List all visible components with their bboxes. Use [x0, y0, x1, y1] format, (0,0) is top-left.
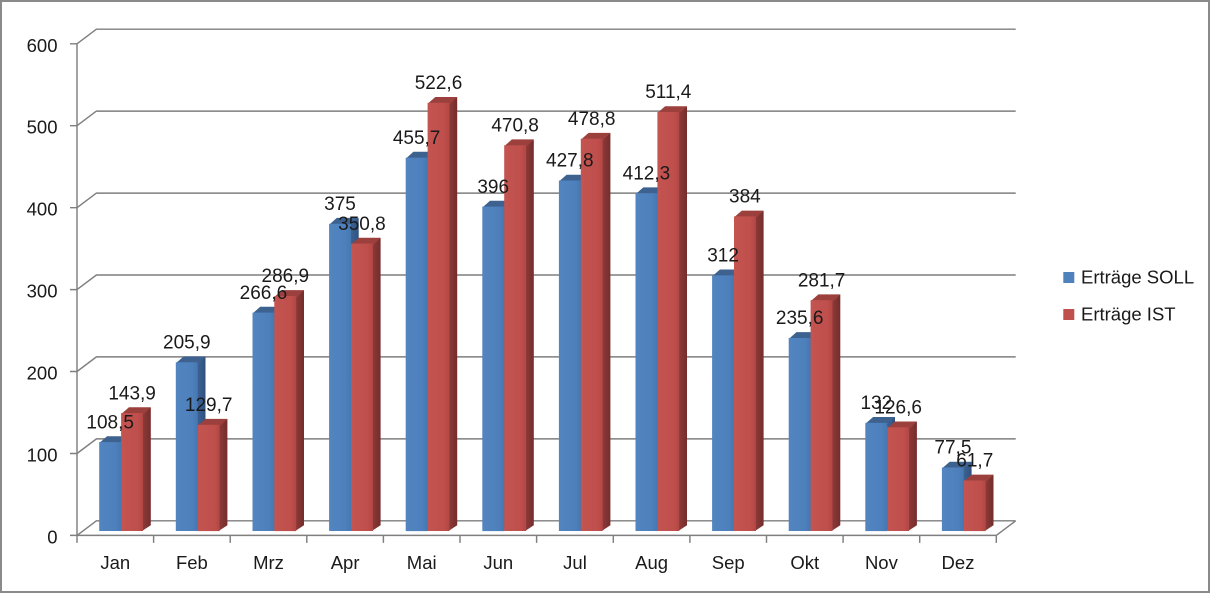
svg-text:396: 396 — [477, 177, 509, 198]
svg-text:126,6: 126,6 — [874, 398, 922, 419]
svg-text:427,8: 427,8 — [546, 151, 594, 172]
svg-text:132: 132 — [860, 393, 892, 414]
svg-text:0: 0 — [47, 526, 57, 547]
svg-text:281,7: 281,7 — [798, 270, 846, 291]
svg-text:200: 200 — [27, 363, 58, 384]
svg-text:312: 312 — [707, 246, 739, 267]
svg-text:375: 375 — [324, 194, 356, 215]
svg-text:500: 500 — [27, 117, 58, 138]
svg-text:286,9: 286,9 — [262, 266, 310, 287]
svg-text:Erträge SOLL: Erträge SOLL — [1081, 267, 1194, 288]
svg-text:Okt: Okt — [790, 552, 819, 573]
svg-text:Jan: Jan — [100, 552, 130, 573]
svg-text:108,5: 108,5 — [86, 412, 134, 433]
svg-text:455,7: 455,7 — [393, 128, 441, 149]
svg-text:Dez: Dez — [942, 552, 975, 573]
svg-text:600: 600 — [27, 35, 58, 56]
svg-text:Mrz: Mrz — [253, 552, 284, 573]
svg-text:400: 400 — [27, 199, 58, 220]
svg-text:77,5: 77,5 — [934, 438, 971, 459]
svg-text:470,8: 470,8 — [491, 116, 539, 137]
svg-text:61,7: 61,7 — [956, 451, 993, 472]
svg-text:300: 300 — [27, 281, 58, 302]
svg-text:Sep: Sep — [712, 552, 745, 573]
svg-text:Erträge IST: Erträge IST — [1081, 304, 1176, 325]
svg-text:Nov: Nov — [865, 552, 899, 573]
svg-text:384: 384 — [729, 187, 761, 208]
svg-text:100: 100 — [27, 445, 58, 466]
svg-text:Jun: Jun — [483, 552, 513, 573]
svg-text:Apr: Apr — [331, 552, 360, 573]
svg-text:Jul: Jul — [563, 552, 587, 573]
svg-text:Mai: Mai — [407, 552, 437, 573]
svg-text:350,8: 350,8 — [338, 214, 386, 235]
svg-text:266,6: 266,6 — [240, 283, 288, 304]
svg-text:129,7: 129,7 — [185, 395, 233, 416]
svg-text:478,8: 478,8 — [568, 109, 616, 130]
svg-text:205,9: 205,9 — [163, 333, 211, 354]
svg-text:511,4: 511,4 — [645, 82, 692, 103]
svg-text:522,6: 522,6 — [415, 73, 463, 94]
svg-text:235,6: 235,6 — [776, 308, 824, 329]
svg-text:Aug: Aug — [635, 552, 668, 573]
svg-text:Feb: Feb — [176, 552, 208, 573]
svg-text:412,3: 412,3 — [623, 163, 671, 184]
svg-text:143,9: 143,9 — [108, 383, 156, 404]
